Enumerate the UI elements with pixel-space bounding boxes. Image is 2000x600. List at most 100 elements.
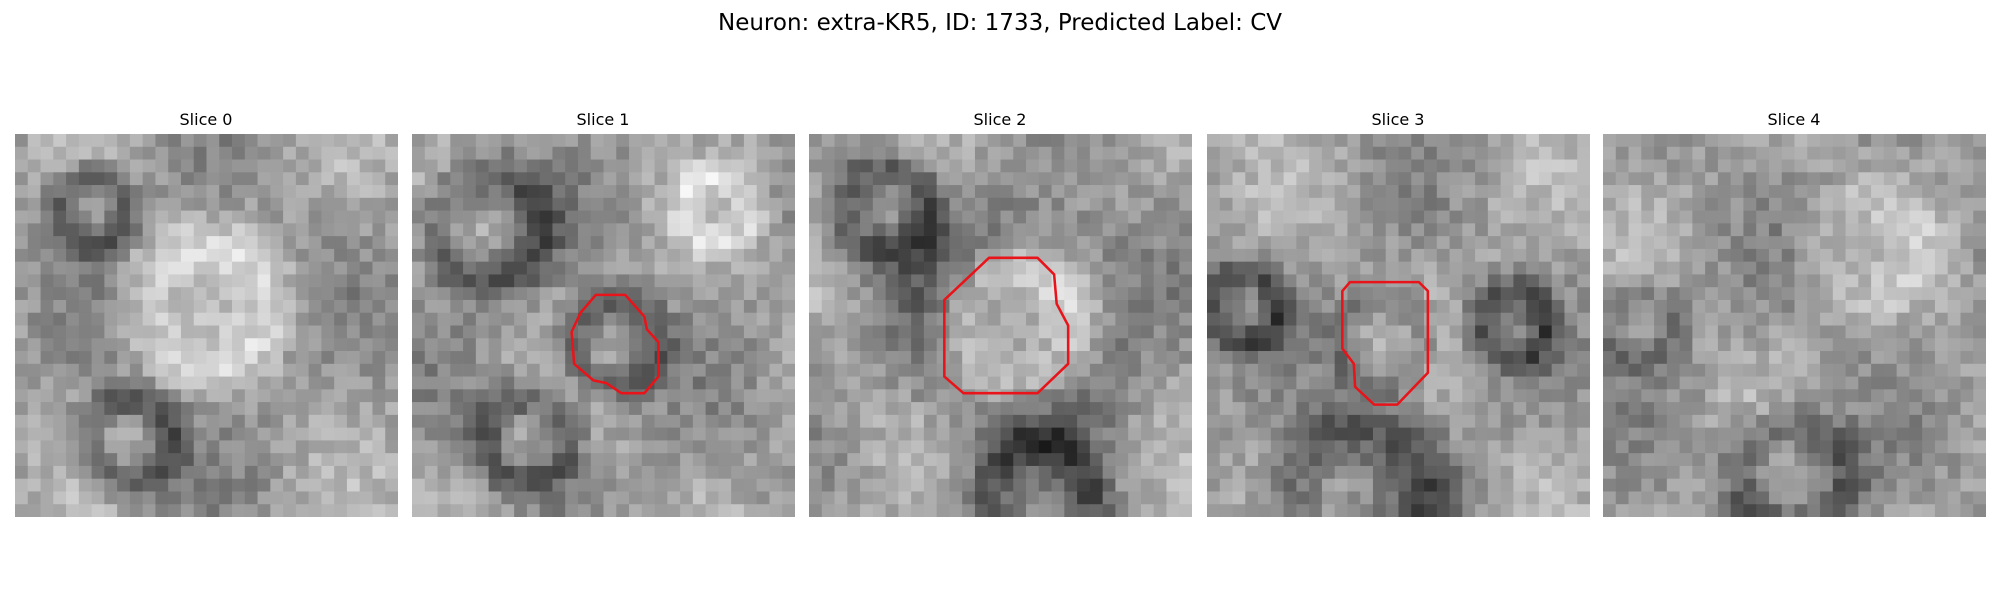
- pixel: [424, 312, 438, 326]
- pixel: [860, 325, 874, 339]
- pixel: [1089, 197, 1104, 211]
- pixel: [1934, 248, 1949, 263]
- pixel: [1615, 248, 1629, 263]
- pixel: [295, 197, 310, 211]
- pixel: [193, 465, 207, 480]
- pixel: [821, 325, 835, 339]
- pixel: [1909, 504, 1923, 517]
- pixel: [346, 287, 361, 301]
- pixel: [1372, 363, 1387, 377]
- pixel: [539, 159, 553, 173]
- pixel: [1000, 261, 1014, 275]
- pixel: [168, 197, 182, 211]
- pixel: [475, 248, 489, 263]
- pixel: [321, 159, 335, 173]
- pixel: [1564, 134, 1578, 148]
- pixel: [1219, 172, 1233, 186]
- pixel: [412, 185, 426, 199]
- pixel: [756, 248, 770, 263]
- pixel: [1219, 312, 1233, 326]
- pixel: [283, 146, 297, 160]
- pixel: [616, 453, 630, 467]
- pixel: [1551, 491, 1565, 505]
- pixel: [78, 453, 92, 467]
- pixel: [603, 325, 617, 339]
- pixel: [1347, 223, 1361, 237]
- pixel: [1245, 236, 1259, 250]
- pixel: [1845, 312, 1859, 326]
- pixel: [450, 427, 464, 441]
- pixel: [1679, 197, 1693, 211]
- pixel: [1449, 478, 1463, 492]
- pixel: [308, 325, 322, 339]
- pixel: [219, 312, 233, 326]
- pixel: [641, 402, 655, 416]
- pixel: [15, 389, 29, 403]
- pixel: [1883, 325, 1898, 339]
- pixel: [718, 299, 732, 314]
- pixel: [1347, 312, 1361, 326]
- pixel: [1603, 248, 1617, 263]
- pixel: [488, 274, 502, 288]
- pixel: [1462, 185, 1476, 199]
- pixel: [526, 465, 541, 480]
- pixel: [475, 172, 489, 186]
- pixel: [1628, 223, 1642, 237]
- pixel: [539, 414, 553, 429]
- pixel: [334, 376, 348, 390]
- pixel: [1526, 389, 1540, 403]
- pixel: [1768, 325, 1783, 339]
- pixel: [1258, 478, 1272, 492]
- pixel: [974, 491, 989, 505]
- pixel: [257, 312, 271, 326]
- pixel: [385, 414, 398, 429]
- pixel: [334, 338, 348, 352]
- pixel: [1871, 172, 1885, 186]
- pixel: [1858, 236, 1872, 250]
- pixel: [346, 465, 361, 480]
- pixel: [1947, 376, 1961, 390]
- pixel: [1743, 261, 1757, 275]
- pixel: [1692, 325, 1706, 339]
- pixel: [412, 134, 426, 148]
- pixel: [1334, 134, 1348, 148]
- pixel: [616, 261, 630, 275]
- pixel-grid: [1603, 134, 1986, 517]
- pixel: [1717, 338, 1732, 352]
- pixel: [27, 146, 41, 160]
- pixel: [1794, 414, 1808, 429]
- pixel: [66, 236, 80, 250]
- pixel: [117, 223, 131, 237]
- pixel: [1551, 159, 1565, 173]
- pixel: [1179, 402, 1192, 416]
- pixel: [769, 236, 783, 250]
- pixel: [1896, 491, 1910, 505]
- pixel: [692, 325, 707, 339]
- pixel: [117, 504, 131, 517]
- pixel: [1296, 134, 1310, 148]
- pixel: [1603, 504, 1617, 517]
- pixel: [654, 414, 668, 429]
- pixel: [1449, 159, 1463, 173]
- pixel: [1756, 172, 1770, 186]
- pixel: [424, 197, 438, 211]
- pixel: [577, 185, 592, 199]
- pixel: [1666, 236, 1680, 250]
- pixel: [372, 274, 386, 288]
- pixel: [1436, 465, 1450, 480]
- pixel: [705, 453, 719, 467]
- pixel: [1603, 440, 1617, 454]
- pixel: [450, 376, 464, 390]
- pixel: [424, 185, 438, 199]
- pixel: [1756, 402, 1770, 416]
- pixel: [1500, 146, 1514, 160]
- pixel: [168, 185, 182, 199]
- pixel: [987, 299, 1001, 314]
- pixel: [1385, 414, 1399, 429]
- pixel: [949, 146, 963, 160]
- pixel: [1628, 197, 1642, 211]
- pixel: [104, 197, 118, 211]
- pixel: [885, 504, 899, 517]
- pixel: [1858, 402, 1872, 416]
- pixel: [1077, 274, 1091, 288]
